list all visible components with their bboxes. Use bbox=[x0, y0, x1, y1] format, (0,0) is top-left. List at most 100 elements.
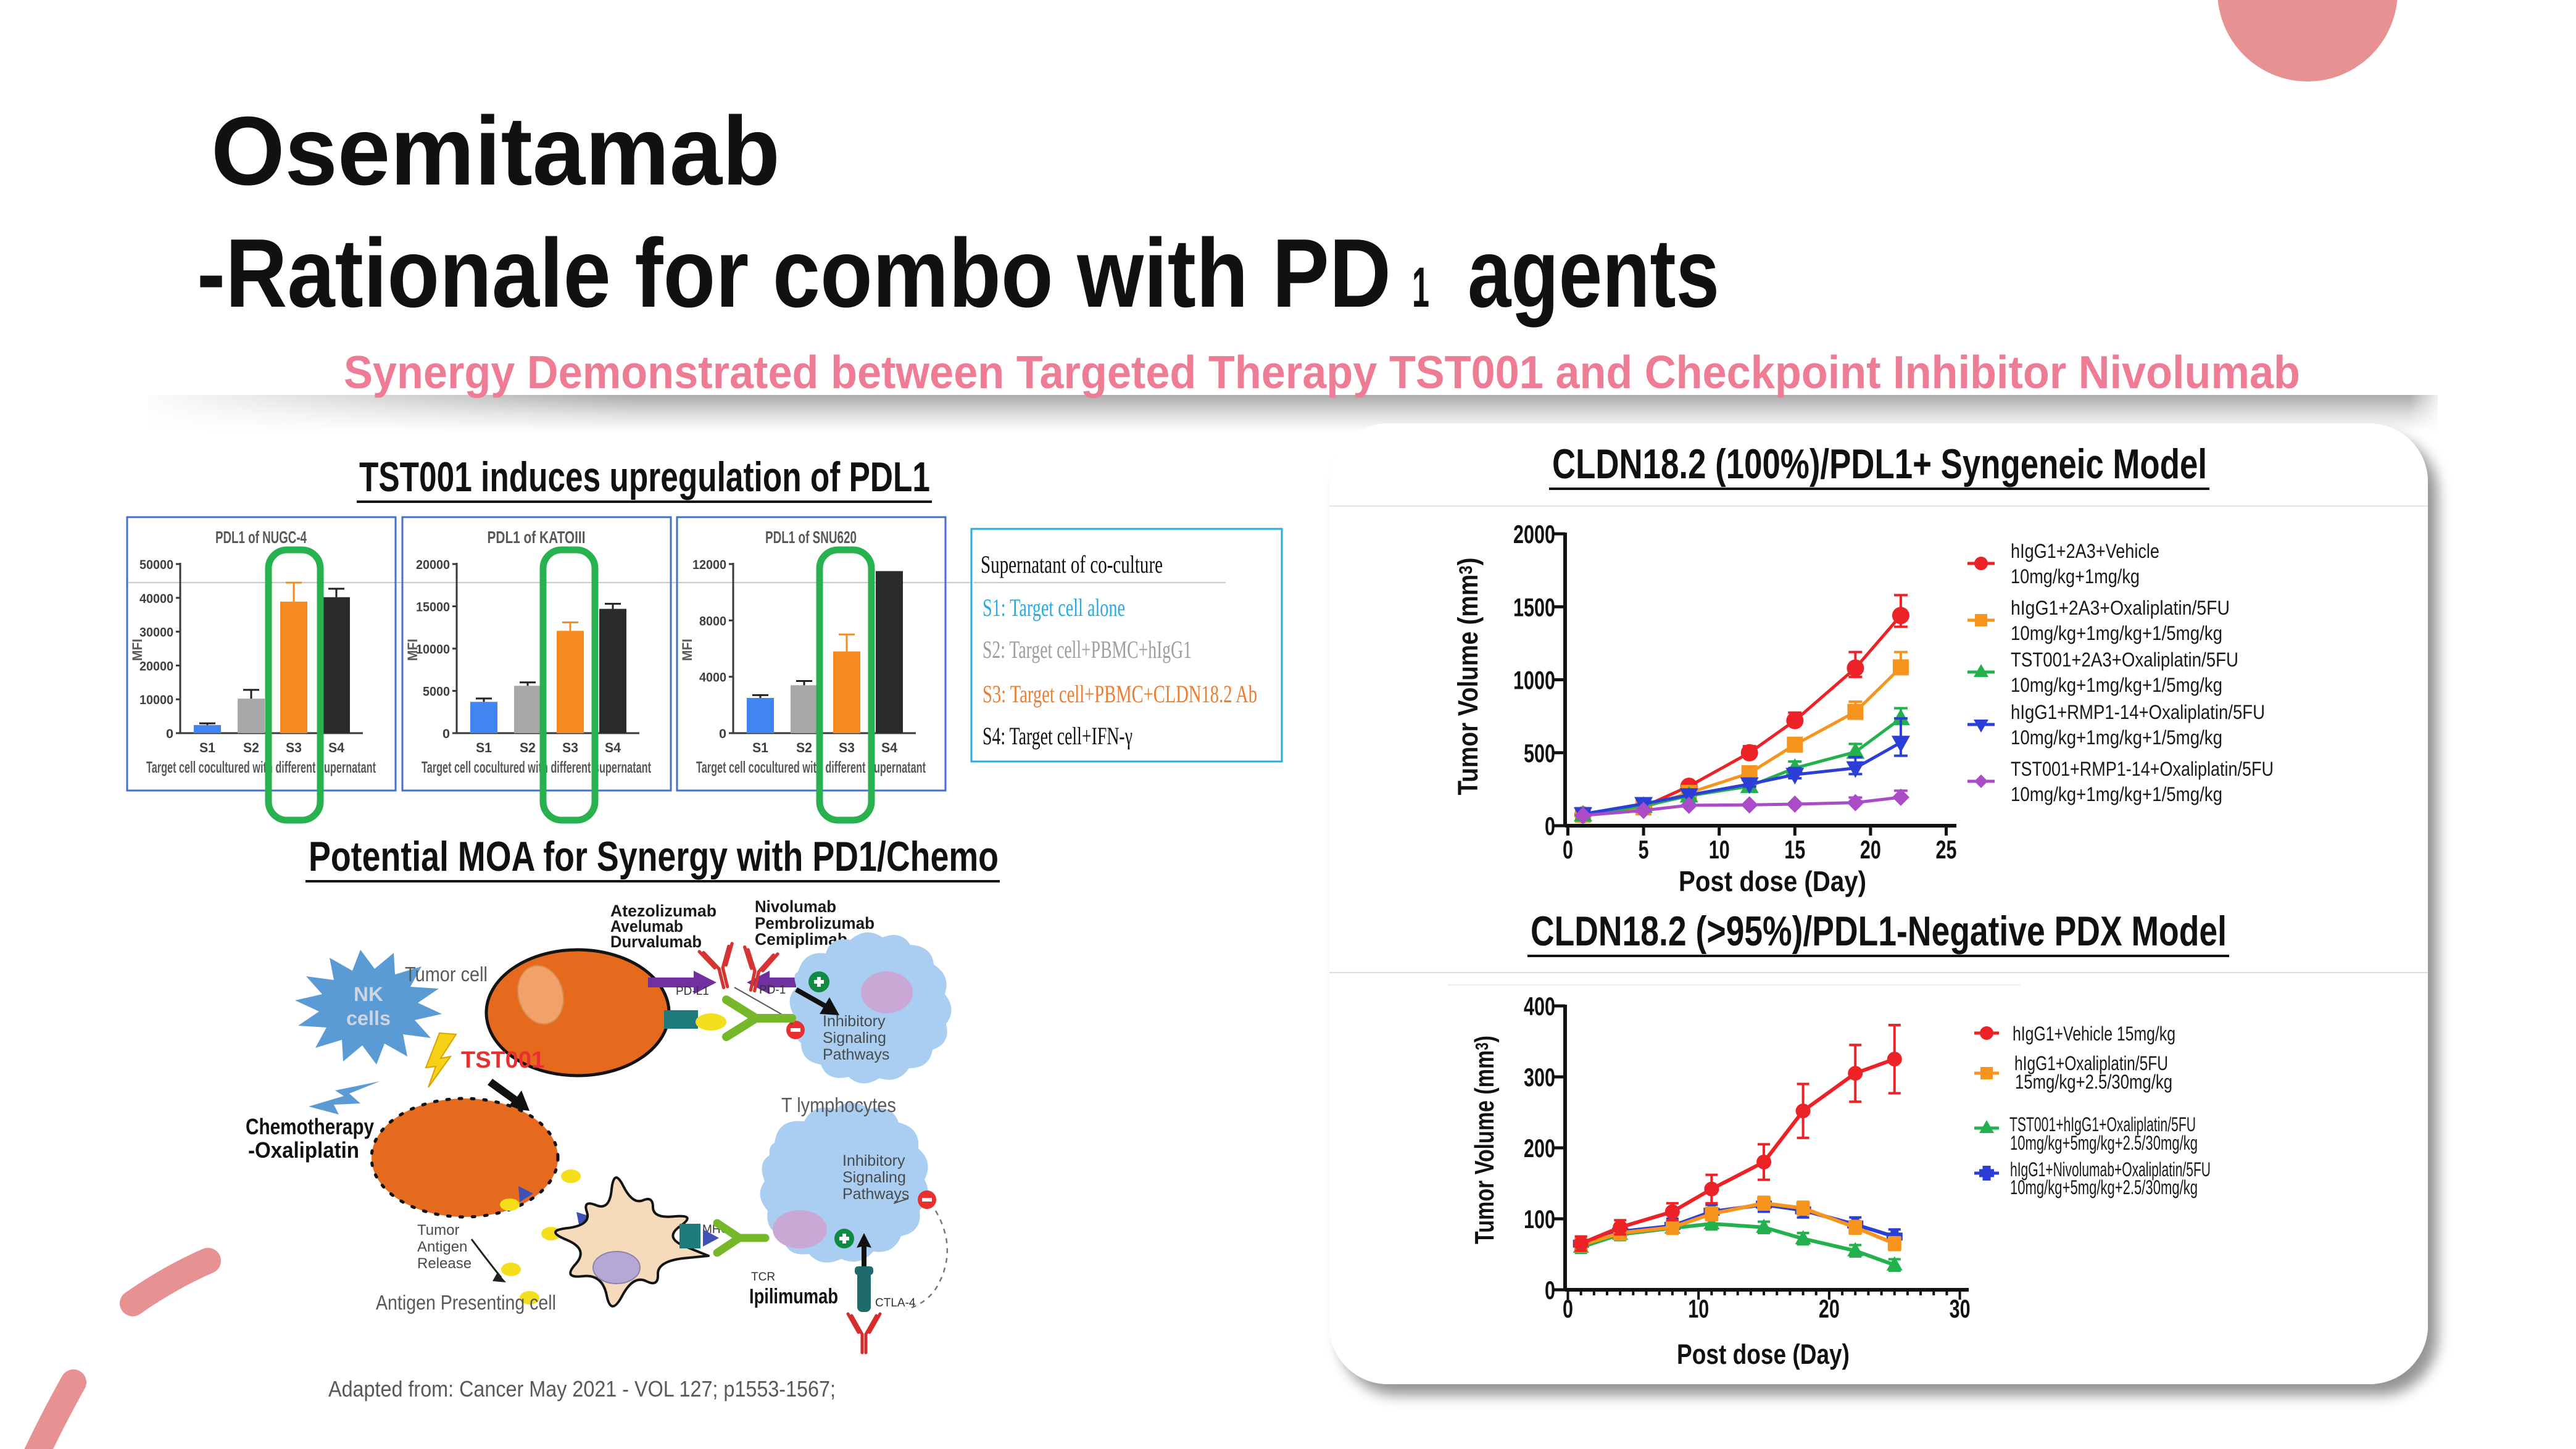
svg-text:S1: Target cell alone: S1: Target cell alone bbox=[983, 594, 1125, 621]
svg-text:S4: S4 bbox=[881, 740, 898, 755]
svg-text:Supernatant of co-culture: Supernatant of co-culture bbox=[981, 550, 1163, 578]
svg-text:PDL1 of NUGC-4: PDL1 of NUGC-4 bbox=[215, 528, 307, 547]
svg-text:TST001+RMP1-14+Oxaliplatin/5FU: TST001+RMP1-14+Oxaliplatin/5FU bbox=[2011, 758, 2274, 780]
svg-text:PDL1 of SNU620: PDL1 of SNU620 bbox=[765, 528, 857, 547]
svg-text:hIgG1+2A3+Vehicle: hIgG1+2A3+Vehicle bbox=[2011, 540, 2159, 562]
svg-text:S1: S1 bbox=[752, 740, 768, 755]
svg-text:10mg/kg+5mg/kg+2.5/30mg/kg: 10mg/kg+5mg/kg+2.5/30mg/kg bbox=[2010, 1176, 2198, 1198]
svg-text:15: 15 bbox=[1784, 835, 1805, 864]
svg-text:Atezolizumab: Atezolizumab bbox=[610, 902, 717, 920]
svg-text:PDL1 of KATOIII: PDL1 of KATOIII bbox=[488, 528, 586, 547]
svg-text:Potential MOA for Synergy with: Potential MOA for Synergy with PD1/Chemo bbox=[309, 833, 999, 880]
svg-text:Inhibitory: Inhibitory bbox=[842, 1152, 905, 1169]
svg-text:cells: cells bbox=[346, 1007, 391, 1029]
svg-text:TST001: TST001 bbox=[461, 1047, 544, 1073]
svg-text:10mg/kg+1mg/kg+1/5mg/kg: 10mg/kg+1mg/kg+1/5mg/kg bbox=[2011, 622, 2222, 644]
svg-text:4000: 4000 bbox=[699, 671, 726, 685]
svg-text:TST001+2A3+Oxaliplatin/5FU: TST001+2A3+Oxaliplatin/5FU bbox=[2011, 649, 2238, 671]
svg-text:200: 200 bbox=[1524, 1134, 1555, 1163]
svg-text:10: 10 bbox=[1688, 1294, 1709, 1323]
svg-text:MFI: MFI bbox=[679, 639, 695, 661]
svg-text:300: 300 bbox=[1524, 1063, 1555, 1092]
svg-text:S2: S2 bbox=[520, 740, 536, 755]
svg-text:S4: S4 bbox=[605, 740, 621, 755]
svg-text:Nivolumab: Nivolumab bbox=[755, 897, 836, 916]
svg-text:12000: 12000 bbox=[692, 558, 726, 572]
svg-text:agents: agents bbox=[1468, 219, 1719, 328]
svg-text:50000: 50000 bbox=[139, 558, 173, 572]
svg-text:S1: S1 bbox=[476, 740, 492, 755]
svg-text:0: 0 bbox=[442, 727, 450, 741]
svg-text:hIgG1+Vehicle 15mg/kg: hIgG1+Vehicle 15mg/kg bbox=[2013, 1023, 2175, 1045]
svg-text:8000: 8000 bbox=[699, 614, 726, 628]
svg-text:Release: Release bbox=[417, 1255, 472, 1272]
svg-text:hIgG1+Oxaliplatin/5FU: hIgG1+Oxaliplatin/5FU bbox=[2014, 1052, 2168, 1074]
svg-text:Tumor Volume (mm3): Tumor Volume (mm3) bbox=[1452, 558, 1484, 795]
svg-text:Antigen Presenting cell: Antigen Presenting cell bbox=[376, 1291, 556, 1314]
svg-text:Pembrolizumab: Pembrolizumab bbox=[755, 914, 875, 932]
svg-text:0: 0 bbox=[1545, 1276, 1555, 1305]
svg-text:hIgG1+Nivolumab+Oxaliplatin/5F: hIgG1+Nivolumab+Oxaliplatin/5FU bbox=[2010, 1158, 2211, 1181]
svg-text:MFI: MFI bbox=[405, 639, 420, 661]
svg-text:0: 0 bbox=[166, 727, 173, 741]
svg-text:S4: Target cell+IFN-γ: S4: Target cell+IFN-γ bbox=[983, 722, 1132, 750]
svg-text:0: 0 bbox=[1563, 1294, 1573, 1323]
svg-text:Antigen: Antigen bbox=[417, 1239, 467, 1255]
svg-text:20: 20 bbox=[1860, 835, 1881, 864]
svg-text:500: 500 bbox=[1524, 739, 1555, 768]
svg-text:10mg/kg+5mg/kg+2.5/30mg/kg: 10mg/kg+5mg/kg+2.5/30mg/kg bbox=[2010, 1132, 2198, 1154]
svg-text:10: 10 bbox=[1709, 835, 1730, 864]
svg-text:1000: 1000 bbox=[1513, 666, 1555, 695]
svg-text:10mg/kg+1mg/kg+1/5mg/kg: 10mg/kg+1mg/kg+1/5mg/kg bbox=[2011, 726, 2222, 749]
svg-text:Adapted from: Cancer May 2021: Adapted from: Cancer May 2021 - VOL 127;… bbox=[328, 1376, 836, 1401]
svg-text:Signaling: Signaling bbox=[823, 1029, 886, 1047]
svg-text:S1: S1 bbox=[199, 740, 215, 755]
svg-text:CTLA-4: CTLA-4 bbox=[875, 1297, 916, 1310]
svg-text:Signaling: Signaling bbox=[842, 1169, 906, 1186]
svg-text:PD-1: PD-1 bbox=[759, 984, 786, 997]
svg-text:PD-L1: PD-L1 bbox=[676, 985, 709, 998]
svg-text:TCR: TCR bbox=[751, 1271, 775, 1284]
svg-text:100: 100 bbox=[1524, 1205, 1555, 1234]
svg-text:Pathways: Pathways bbox=[842, 1185, 909, 1203]
svg-text:hIgG1+RMP1-14+Oxaliplatin/5FU: hIgG1+RMP1-14+Oxaliplatin/5FU bbox=[2011, 701, 2265, 723]
svg-text:Tumor: Tumor bbox=[417, 1222, 459, 1239]
svg-text:Ipilimumab: Ipilimumab bbox=[749, 1285, 838, 1308]
svg-text:0: 0 bbox=[1563, 835, 1573, 864]
svg-text:10mg/kg+1mg/kg+1/5mg/kg: 10mg/kg+1mg/kg+1/5mg/kg bbox=[2011, 783, 2222, 805]
svg-text:S3: S3 bbox=[562, 740, 578, 755]
svg-text:S3: S3 bbox=[839, 740, 855, 755]
svg-text:5: 5 bbox=[1639, 835, 1649, 864]
svg-text:S2: S2 bbox=[243, 740, 259, 755]
svg-text:Synergy Demonstrated between T: Synergy Demonstrated between Targeted Th… bbox=[344, 346, 2300, 398]
svg-text:Post dose (Day): Post dose (Day) bbox=[1679, 865, 1866, 897]
svg-text:S2: S2 bbox=[796, 740, 812, 755]
svg-text:20000: 20000 bbox=[139, 659, 173, 673]
svg-text:hIgG1+2A3+Oxaliplatin/5FU: hIgG1+2A3+Oxaliplatin/5FU bbox=[2011, 597, 2230, 619]
svg-text:CLDN18.2 (100%)/PDL1+ Syngenei: CLDN18.2 (100%)/PDL1+ Syngeneic Model bbox=[1552, 441, 2207, 488]
svg-text:TST001+hIgG1+Oxaliplatin/5FU: TST001+hIgG1+Oxaliplatin/5FU bbox=[2009, 1113, 2196, 1136]
svg-text:15mg/kg+2.5/30mg/kg: 15mg/kg+2.5/30mg/kg bbox=[2015, 1071, 2172, 1093]
svg-text:Tumor cell: Tumor cell bbox=[405, 963, 488, 986]
svg-text:CLDN18.2 (>95%)/PDL1-Negative: CLDN18.2 (>95%)/PDL1-Negative PDX Model bbox=[1531, 908, 2227, 955]
svg-text:20: 20 bbox=[1819, 1294, 1840, 1323]
svg-text:Inhibitory: Inhibitory bbox=[823, 1013, 886, 1030]
svg-text:-Oxaliplatin: -Oxaliplatin bbox=[248, 1137, 359, 1163]
svg-text:5000: 5000 bbox=[423, 685, 450, 699]
svg-text:Tumor Volume (mm3): Tumor Volume (mm3) bbox=[1469, 1036, 1500, 1244]
svg-text:10mg/kg+1mg/kg: 10mg/kg+1mg/kg bbox=[2011, 565, 2140, 587]
svg-text:10000: 10000 bbox=[139, 693, 173, 707]
svg-text:Osemitamab: Osemitamab bbox=[211, 97, 780, 206]
svg-text:S3: S3 bbox=[286, 740, 302, 755]
svg-text:Post dose (Day): Post dose (Day) bbox=[1677, 1339, 1850, 1370]
svg-text:1500: 1500 bbox=[1513, 592, 1555, 621]
svg-text:Target cell cocultured with di: Target cell cocultured with different su… bbox=[146, 758, 376, 776]
svg-text:-Rationale for combo with PD: -Rationale for combo with PD bbox=[197, 219, 1391, 328]
svg-text:S3: Target cell+PBMC+CLDN18.2: S3: Target cell+PBMC+CLDN18.2 Ab bbox=[983, 680, 1257, 708]
svg-text:30000: 30000 bbox=[139, 626, 173, 640]
svg-text:15000: 15000 bbox=[416, 600, 450, 615]
svg-text:Target cell cocultured with di: Target cell cocultured with different su… bbox=[422, 758, 651, 776]
svg-text:T lymphocytes: T lymphocytes bbox=[781, 1094, 896, 1116]
svg-text:MFI: MFI bbox=[130, 639, 145, 661]
svg-text:0: 0 bbox=[719, 727, 726, 741]
